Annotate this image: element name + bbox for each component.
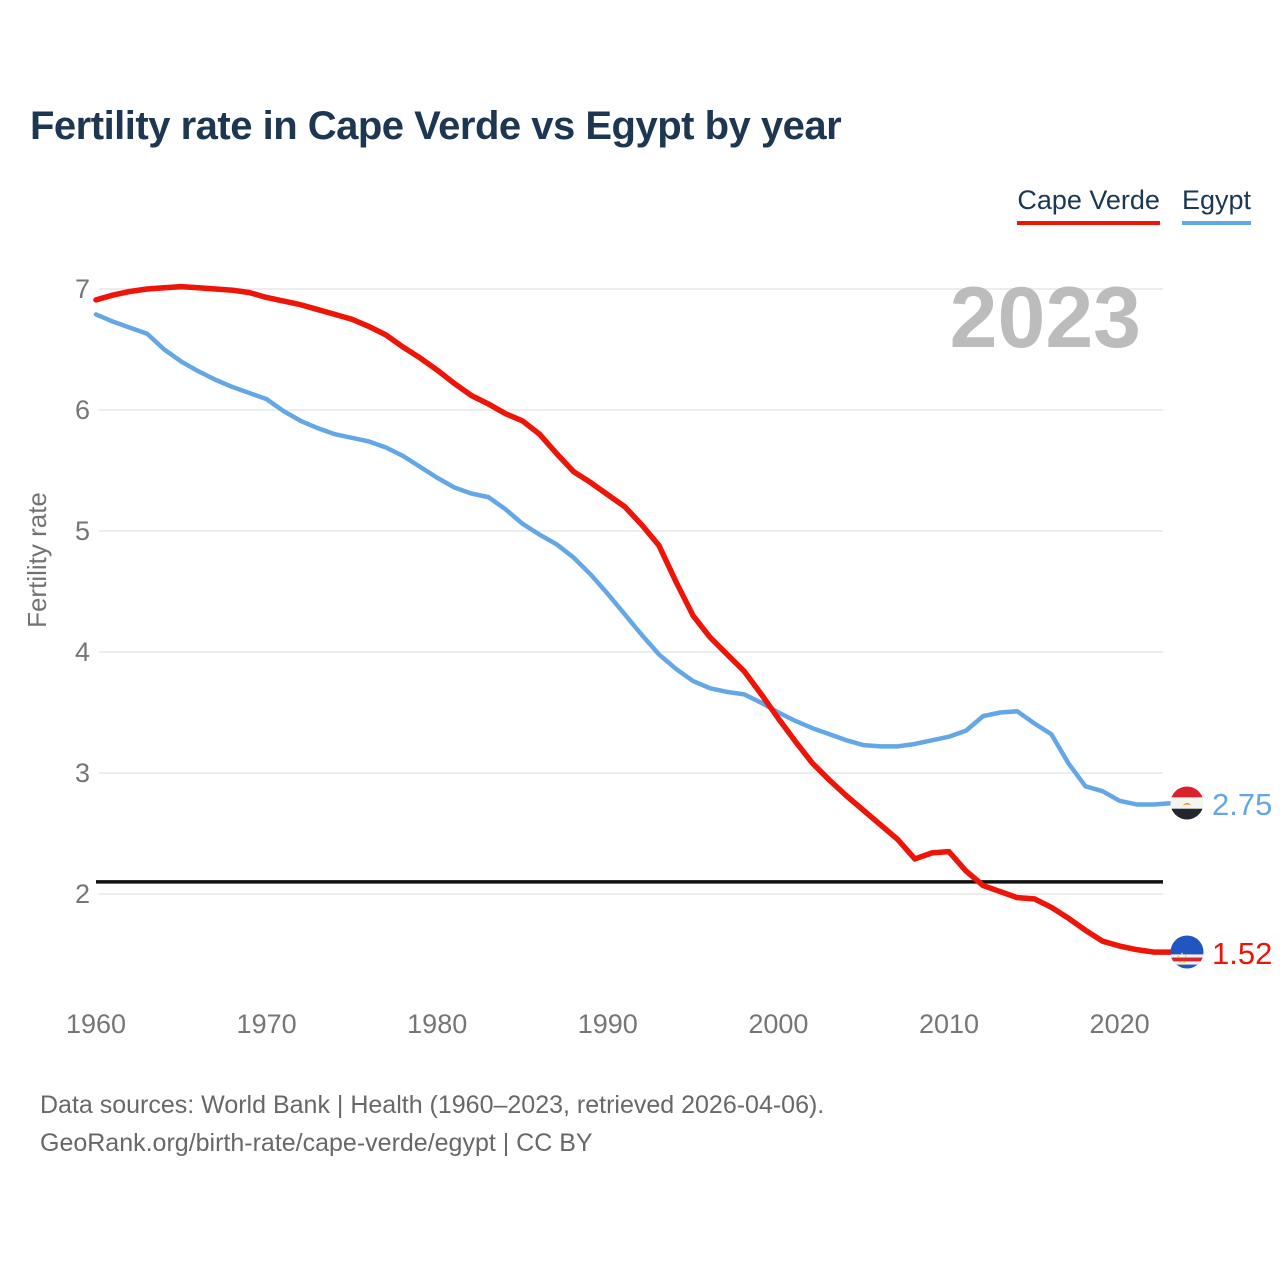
series-line-egypt	[93, 312, 1174, 807]
chart-plot: 2023 7 6 5 4 3 2 1960 1970 1980 1990 2000 2010 2020 Fe…	[22, 270, 1174, 1039]
x-tick-label: 1990	[578, 1009, 638, 1039]
legend-item-egypt[interactable]: Egypt	[1181, 185, 1251, 225]
legend-item-cape-verde[interactable]: Cape Verde	[1017, 185, 1160, 225]
y-tick-label: 7	[75, 274, 90, 304]
y-tick-label: 4	[75, 637, 90, 667]
y-tick-label: 6	[75, 395, 90, 425]
y-axis-label: Fertility rate	[22, 492, 52, 628]
x-tick-label: 2010	[919, 1009, 979, 1039]
y-tick-label: 2	[75, 879, 90, 909]
footer-attribution: GeoRank.org/birth-rate/cape-verde/egypt …	[40, 1129, 593, 1157]
footer-sources: Data sources: World Bank | Health (1960–…	[40, 1091, 825, 1119]
series-line-cape-verde	[93, 283, 1174, 955]
x-tick-label: 1980	[407, 1009, 467, 1039]
end-label-cape-verde: 1.52	[1212, 936, 1273, 971]
x-tick-label: 1970	[237, 1009, 297, 1039]
cape-verde-flag-icon	[1170, 935, 1204, 969]
end-label-egypt: 2.75	[1212, 787, 1273, 822]
x-tick-label: 2020	[1090, 1009, 1150, 1039]
legend: Cape Verde Egypt	[1017, 185, 1251, 225]
y-tick-label: 3	[75, 758, 90, 788]
footer: Data sources: World Bank | Health (1960–…	[40, 1086, 824, 1162]
egypt-flag-icon	[1170, 786, 1204, 820]
watermark-year: 2023	[950, 270, 1141, 366]
x-tick-label: 2000	[748, 1009, 808, 1039]
page-title: Fertility rate in Cape Verde vs Egypt by…	[30, 104, 842, 148]
x-tick-label: 1960	[66, 1009, 126, 1039]
y-tick-label: 5	[75, 516, 90, 546]
